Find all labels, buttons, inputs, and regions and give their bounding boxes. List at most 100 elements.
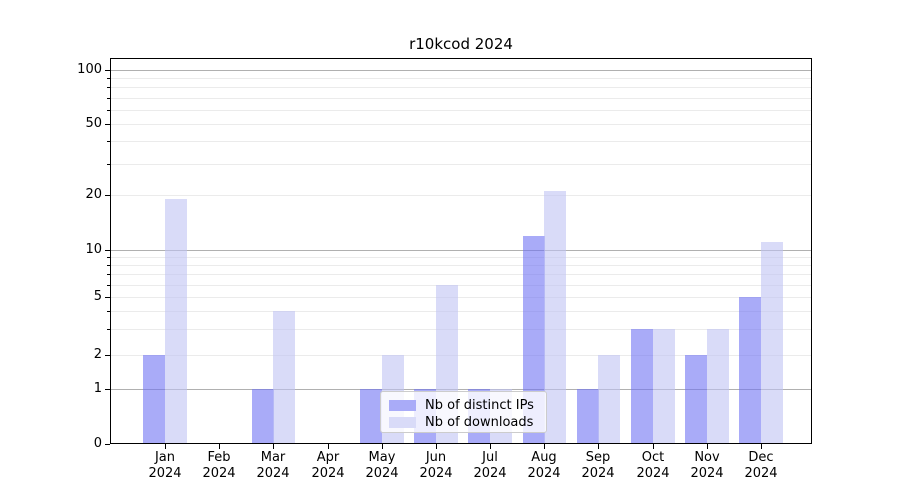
gridline-minor (110, 141, 812, 142)
gridline-minor (110, 285, 812, 286)
y-axis-minor-tick (107, 164, 110, 165)
plot-area-border (110, 58, 812, 444)
x-tick-label: Mar 2024 (243, 450, 303, 482)
y-axis-minor-tick (107, 78, 110, 79)
x-tick-label: Jan 2024 (135, 450, 195, 482)
y-tick-label: 100 (77, 62, 102, 77)
y-axis-minor-tick (107, 257, 110, 258)
x-tick-year: 2024 (636, 466, 670, 481)
bar-downloads (707, 329, 729, 444)
y-axis-minor-tick (107, 311, 110, 312)
x-tick-year: 2024 (148, 466, 182, 481)
bar-distinct-ips (577, 389, 599, 444)
gridline-minor (110, 355, 812, 356)
x-tick-month: Apr (316, 450, 340, 465)
x-axis-tick (328, 444, 329, 449)
downloads-swatch-icon (389, 417, 416, 428)
bar-distinct-ips (143, 355, 165, 444)
legend-label: Nb of downloads (425, 415, 534, 430)
x-axis-tick (436, 444, 437, 449)
y-tick-label: 0 (93, 436, 102, 451)
x-tick-month: Sep (585, 450, 611, 465)
y-axis-tick (105, 389, 110, 390)
gridline-minor (110, 329, 812, 330)
y-tick-label: 2 (93, 347, 102, 362)
x-axis-tick (165, 444, 166, 449)
y-axis-minor-tick (107, 265, 110, 266)
gridline-minor (110, 311, 812, 312)
gridline-minor (110, 124, 812, 125)
bar-distinct-ips (631, 329, 653, 444)
x-tick-label: Jun 2024 (406, 450, 466, 482)
x-tick-label: Apr 2024 (298, 450, 358, 482)
gridline-minor (110, 87, 812, 88)
bar-downloads (653, 329, 675, 444)
x-axis-tick (653, 444, 654, 449)
y-axis-tick (105, 250, 110, 251)
legend-label: Nb of distinct IPs (425, 398, 534, 413)
gridline-minor (110, 98, 812, 99)
legend: Nb of distinct IPs Nb of downloads (380, 391, 547, 433)
legend-item: Nb of downloads (389, 414, 538, 431)
y-axis-minor-tick (107, 285, 110, 286)
bar-distinct-ips (360, 389, 382, 444)
gridline-minor (110, 257, 812, 258)
x-tick-label: Feb 2024 (189, 450, 249, 482)
x-tick-year: 2024 (473, 466, 507, 481)
x-tick-year: 2024 (581, 466, 615, 481)
y-axis-minor-tick (107, 87, 110, 88)
y-axis-tick (105, 297, 110, 298)
x-tick-year: 2024 (365, 466, 399, 481)
x-tick-month: Feb (207, 450, 231, 465)
y-axis-minor-tick (107, 141, 110, 142)
x-axis-tick (219, 444, 220, 449)
x-tick-month: Aug (531, 450, 557, 465)
x-tick-year: 2024 (311, 466, 345, 481)
y-tick-label: 20 (85, 187, 102, 202)
gridline-minor (110, 265, 812, 266)
x-tick-year: 2024 (419, 466, 453, 481)
gridline-minor (110, 297, 812, 298)
x-tick-label: Oct 2024 (623, 450, 683, 482)
y-axis-tick (105, 444, 110, 445)
gridline-major (110, 389, 812, 390)
x-tick-year: 2024 (690, 466, 724, 481)
x-tick-month: Jun (425, 450, 447, 465)
x-axis-tick (707, 444, 708, 449)
x-axis-tick (382, 444, 383, 449)
distinct-ips-swatch-icon (389, 400, 416, 411)
chart-title: r10kcod 2024 (409, 35, 513, 53)
y-tick-label: 10 (85, 242, 102, 257)
gridline-minor (110, 274, 812, 275)
y-axis-tick (105, 124, 110, 125)
y-axis-tick (105, 195, 110, 196)
gridline-major (110, 250, 812, 251)
x-axis-tick (598, 444, 599, 449)
x-tick-label: Jul 2024 (460, 450, 520, 482)
x-tick-label: May 2024 (352, 450, 412, 482)
y-tick-label: 50 (85, 116, 102, 131)
x-tick-label: Aug 2024 (514, 450, 574, 482)
y-axis-tick (105, 355, 110, 356)
bar-downloads (165, 199, 187, 444)
y-tick-label: 1 (93, 381, 102, 396)
x-tick-month: May (368, 450, 396, 465)
y-axis-tick (105, 70, 110, 71)
x-tick-year: 2024 (744, 466, 778, 481)
bar-distinct-ips (685, 355, 707, 444)
x-tick-month: Jan (154, 450, 176, 465)
bar-downloads (544, 191, 566, 444)
bar-downloads (761, 242, 783, 444)
x-tick-month: Jul (482, 450, 498, 465)
x-tick-label: Dec 2024 (731, 450, 791, 482)
bar-distinct-ips (252, 389, 274, 444)
x-tick-month: Oct (641, 450, 665, 465)
x-tick-year: 2024 (256, 466, 290, 481)
gridline-minor (110, 195, 812, 196)
y-tick-label: 5 (93, 289, 102, 304)
x-axis-tick (761, 444, 762, 449)
y-axis-minor-tick (107, 98, 110, 99)
x-tick-label: Sep 2024 (568, 450, 628, 482)
bar-distinct-ips (739, 297, 761, 444)
